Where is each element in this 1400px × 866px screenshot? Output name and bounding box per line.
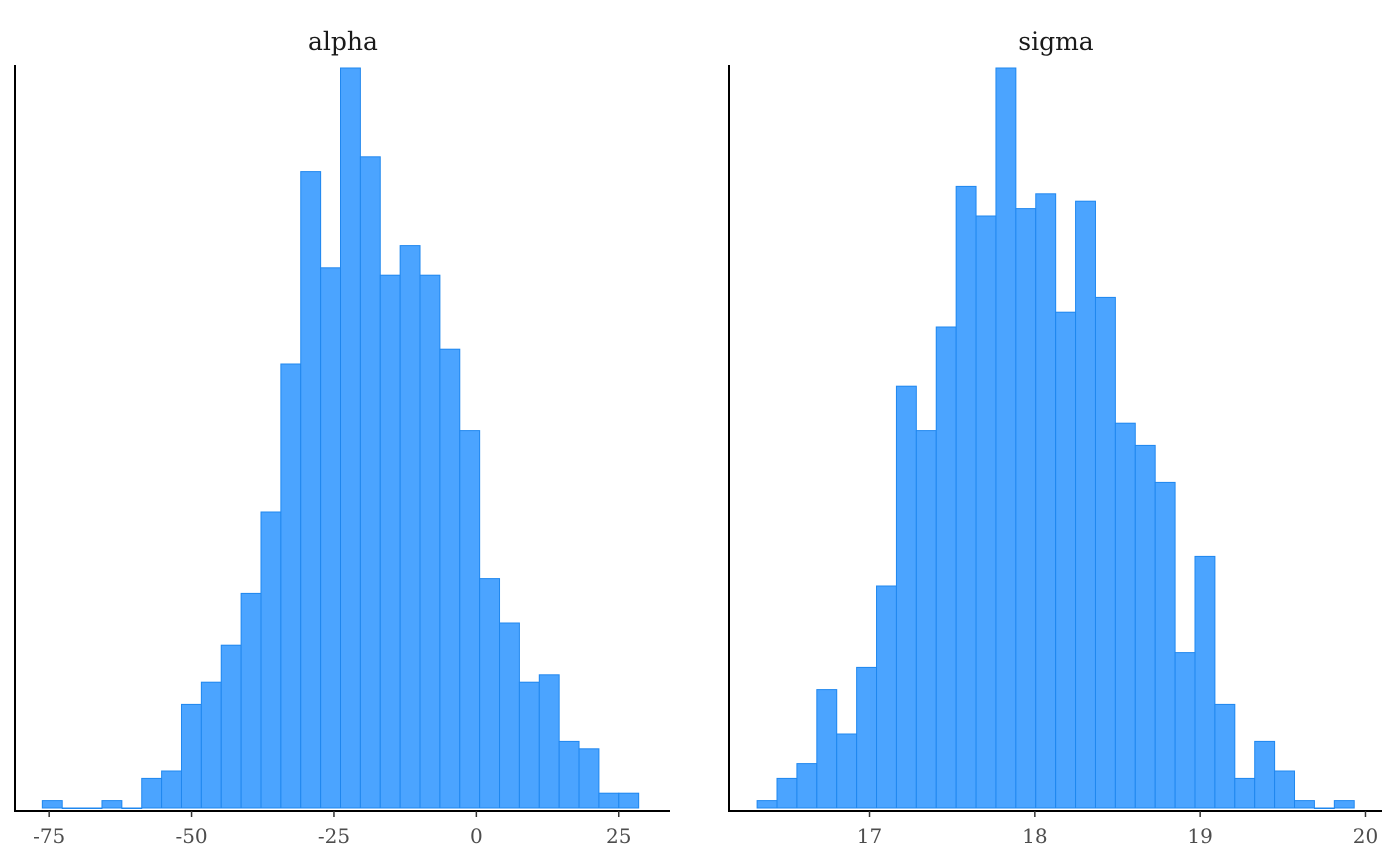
histogram-bar (399, 245, 421, 809)
histogram-bar (220, 644, 242, 809)
histogram-bar (538, 674, 560, 809)
histogram-bar (1154, 481, 1176, 809)
histogram-bar (101, 800, 123, 809)
x-tick-label: 20 (1353, 824, 1378, 848)
x-tick-label: 19 (1187, 824, 1212, 848)
histogram-bar (518, 681, 540, 809)
x-tick-label: -75 (33, 824, 65, 848)
histogram-bar (141, 777, 163, 809)
histogram-bar (280, 363, 302, 809)
histogram-bar (1274, 770, 1296, 809)
panel-alpha: -75 -50 -25 0 25 (14, 65, 670, 848)
histogram-bar (876, 585, 897, 809)
x-tick-label: 0 (470, 824, 483, 848)
panel-title-sigma: sigma (1018, 27, 1094, 56)
histogram-bar (379, 274, 401, 809)
histogram-bar (816, 689, 838, 809)
x-tick-label: 25 (606, 824, 631, 848)
histogram-bar (1174, 652, 1196, 809)
histogram-bar (578, 748, 600, 809)
histogram-bar (260, 511, 282, 809)
histogram-bar (756, 800, 778, 809)
panel-sigma: 17 18 19 20 (728, 65, 1382, 848)
histogram-bar (1094, 296, 1116, 809)
histogram-bar (161, 770, 182, 809)
histogram-bar (300, 171, 322, 809)
histogram-bar (1015, 208, 1037, 809)
histogram-bar (459, 430, 481, 809)
histogram-bar (598, 792, 620, 809)
histogram-bar (1234, 777, 1256, 809)
histogram-bar (439, 348, 461, 809)
x-tick-label: -25 (318, 824, 350, 848)
histogram-bar (320, 267, 342, 809)
histogram-bar (935, 326, 957, 809)
histogram-bar (1333, 800, 1355, 809)
histogram-bar (915, 430, 937, 809)
histogram-bar (340, 67, 361, 809)
histogram-bar (419, 274, 441, 809)
histogram-bar (499, 622, 520, 809)
x-tick-label: 18 (1022, 824, 1047, 848)
histogram-bar (1194, 555, 1216, 809)
histogram-bar (895, 385, 917, 809)
histogram-bar (1294, 800, 1315, 809)
histogram-bar (856, 666, 878, 809)
histogram-bar (1075, 200, 1096, 809)
histogram-bar (796, 763, 818, 809)
histogram-bar (479, 578, 501, 809)
histogram-bar (200, 681, 222, 809)
histogram-bar (1035, 193, 1057, 809)
histogram-bar (81, 807, 103, 809)
histogram-bar (776, 777, 798, 809)
histogram-bar (995, 67, 1017, 809)
histogram-bar (180, 703, 202, 809)
histogram-bar (1134, 444, 1156, 809)
histogram-bar (240, 592, 262, 809)
histogram-bar (61, 807, 83, 809)
histogram-bar (121, 807, 143, 809)
histogram-bar (836, 733, 858, 809)
panel-title-alpha: alpha (308, 27, 378, 56)
histogram-bar (41, 800, 63, 809)
histogram-bar (975, 215, 997, 809)
x-tick-label: 17 (857, 824, 882, 848)
histogram-bar (1114, 422, 1136, 809)
histogram-bar (359, 156, 381, 809)
x-tick-label: -50 (175, 824, 207, 848)
histogram-bar (1055, 311, 1077, 809)
histogram-bar (955, 185, 977, 809)
histogram-bar (618, 792, 640, 809)
histogram-bar (558, 740, 580, 809)
histogram-bar (1313, 807, 1335, 809)
histogram-bar (1254, 740, 1276, 809)
histogram-bar (1214, 703, 1236, 809)
